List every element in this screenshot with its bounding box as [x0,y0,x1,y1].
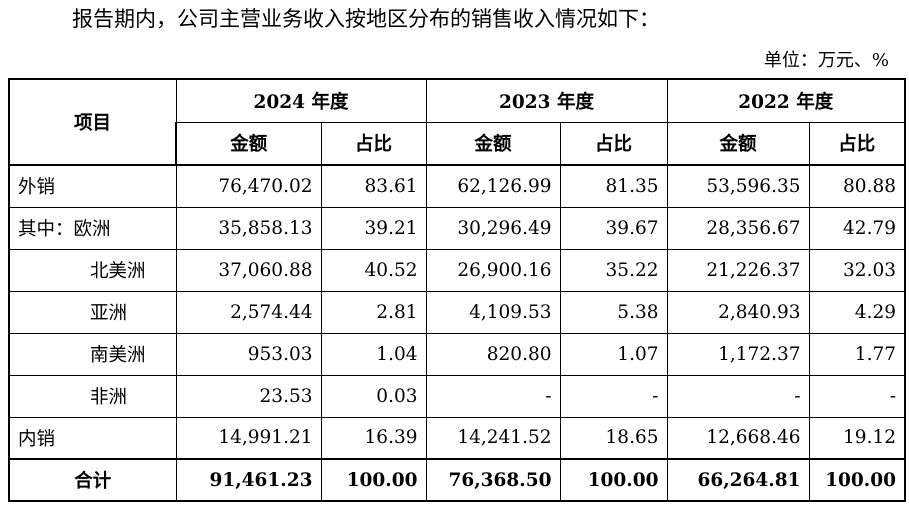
header-row-columns: 金额 占比 金额 占比 金额 占比 [9,121,906,166]
cell-value: 76,368.50 [425,458,561,502]
cell-value: 40.52 [320,248,427,292]
cell-value: 26,900.16 [425,248,561,292]
regional-revenue-table: 项目 2024 年度 2023 年度 2022 年度 金额 占比 金额 占比 金… [8,78,906,502]
cell-value: 100.00 [808,458,906,502]
cell-value: 28,356.67 [666,206,810,250]
cell-value: 37,060.88 [175,248,322,292]
cell-value: 66,264.81 [666,458,810,502]
cell-value: 39.67 [559,206,668,250]
cell-value: - [808,374,906,418]
cell-value: 18.65 [559,416,668,460]
year-header: 2022 年度 [666,78,906,123]
row-label: 南美洲 [8,332,177,376]
cell-value: 83.61 [320,164,427,208]
cell-value: 820.80 [425,332,561,376]
cell-value: 53,596.35 [666,164,810,208]
cell-value: 30,296.49 [425,206,561,250]
row-label: 其中：欧洲 [8,206,177,250]
cell-value: 100.00 [320,458,427,502]
share-header: 占比 [559,121,668,166]
row-label: 北美洲 [8,248,177,292]
cell-value: 2,840.93 [666,290,810,334]
cell-value: 23.53 [175,374,322,418]
year-header: 2023 年度 [425,78,668,123]
table-row: 北美洲 37,060.88 40.52 26,900.16 35.22 21,226.37… [8,248,906,292]
cell-value: - [666,374,810,418]
cell-value: 19.12 [808,416,906,460]
cell-value: 80.88 [808,164,906,208]
cell-value: 76,470.02 [175,164,322,208]
cell-value: 32.03 [808,248,906,292]
cell-value: 39.21 [320,206,427,250]
cell-value: 81.35 [559,164,668,208]
cell-value: 4,109.53 [425,290,561,334]
cell-value: 21,226.37 [666,248,810,292]
cell-value: 1,172.37 [666,332,810,376]
cell-value: 62,126.99 [425,164,561,208]
share-header: 占比 [808,121,906,166]
cell-value: 35,858.13 [175,206,322,250]
row-label: 外销 [8,164,177,208]
cell-value: 1.77 [808,332,906,376]
table-row: 内销 14,991.21 16.39 14,241.52 18.65 12,668.46 1… [8,416,906,460]
cell-value: 35.22 [559,248,668,292]
row-label: 内销 [8,416,177,460]
amount-header: 金额 [175,121,322,166]
cell-value: 2,574.44 [175,290,322,334]
intro-paragraph: 报告期内，公司主营业务收入按地区分布的销售收入情况如下： [72,7,660,31]
cell-value: - [425,374,561,418]
cell-value: 12,668.46 [666,416,810,460]
cell-value: 0.03 [320,374,427,418]
cell-value: 14,991.21 [175,416,322,460]
cell-value: - [559,374,668,418]
amount-header: 金额 [425,121,561,166]
table-body: 外销 76,470.02 83.61 62,126.99 81.35 53,596.35 8… [8,164,906,460]
table-row: 亚洲 2,574.44 2.81 4,109.53 5.38 2,840.93 4.29 [8,290,906,334]
cell-value: 14,241.52 [425,416,561,460]
cell-value: 1.04 [320,332,427,376]
row-label: 亚洲 [8,290,177,334]
table-row: 南美洲 953.03 1.04 820.80 1.07 1,172.37 1.77 [8,332,906,376]
item-header: 项目 [8,78,177,166]
cell-value: 16.39 [320,416,427,460]
cell-value: 953.03 [175,332,322,376]
cell-value: 91,461.23 [175,458,322,502]
row-label: 非洲 [8,374,177,418]
table-row: 非洲 23.53 0.03- - - - [8,374,906,418]
header-row-years: 项目 2024 年度 2023 年度 2022 年度 [8,78,906,166]
total-row: 合计 91,461.23 100.00 76,368.50 100.00 66,… [8,458,906,502]
cell-value: 4.29 [808,290,906,334]
table-row: 其中：欧洲 35,858.13 39.21 30,296.49 39.67 28,356.… [8,206,906,250]
row-label: 合计 [8,458,177,502]
share-header: 占比 [320,121,427,166]
cell-value: 5.38 [559,290,668,334]
unit-note: 单位：万元、% [763,50,889,71]
cell-value: 100.00 [559,458,668,502]
cell-value: 1.07 [559,332,668,376]
table-row: 外销 76,470.02 83.61 62,126.99 81.35 53,596.35 8… [8,164,906,208]
cell-value: 42.79 [808,206,906,250]
amount-header: 金额 [666,121,810,166]
cell-value: 2.81 [320,290,427,334]
year-header: 2024 年度 [175,78,427,123]
